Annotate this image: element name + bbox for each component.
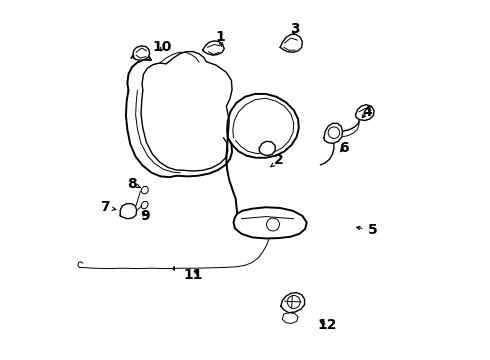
Polygon shape [282,313,298,323]
Polygon shape [355,105,374,121]
Polygon shape [133,46,149,60]
Text: 5: 5 [357,223,377,237]
Text: 3: 3 [291,22,300,36]
Polygon shape [141,186,148,194]
Polygon shape [234,207,307,238]
Text: 4: 4 [362,105,372,119]
Polygon shape [227,94,299,158]
Polygon shape [281,293,304,313]
Text: 10: 10 [153,40,172,54]
Text: 8: 8 [127,177,140,190]
Text: 9: 9 [140,209,149,223]
Polygon shape [203,41,224,55]
Text: 1: 1 [215,30,225,46]
Polygon shape [120,204,137,219]
Polygon shape [280,35,302,52]
Text: 2: 2 [271,153,284,167]
Text: 12: 12 [318,318,337,332]
Polygon shape [259,141,275,156]
Polygon shape [324,123,343,143]
Polygon shape [141,202,148,209]
Text: 11: 11 [183,268,203,282]
Text: 7: 7 [100,200,116,214]
Text: 6: 6 [339,141,348,155]
